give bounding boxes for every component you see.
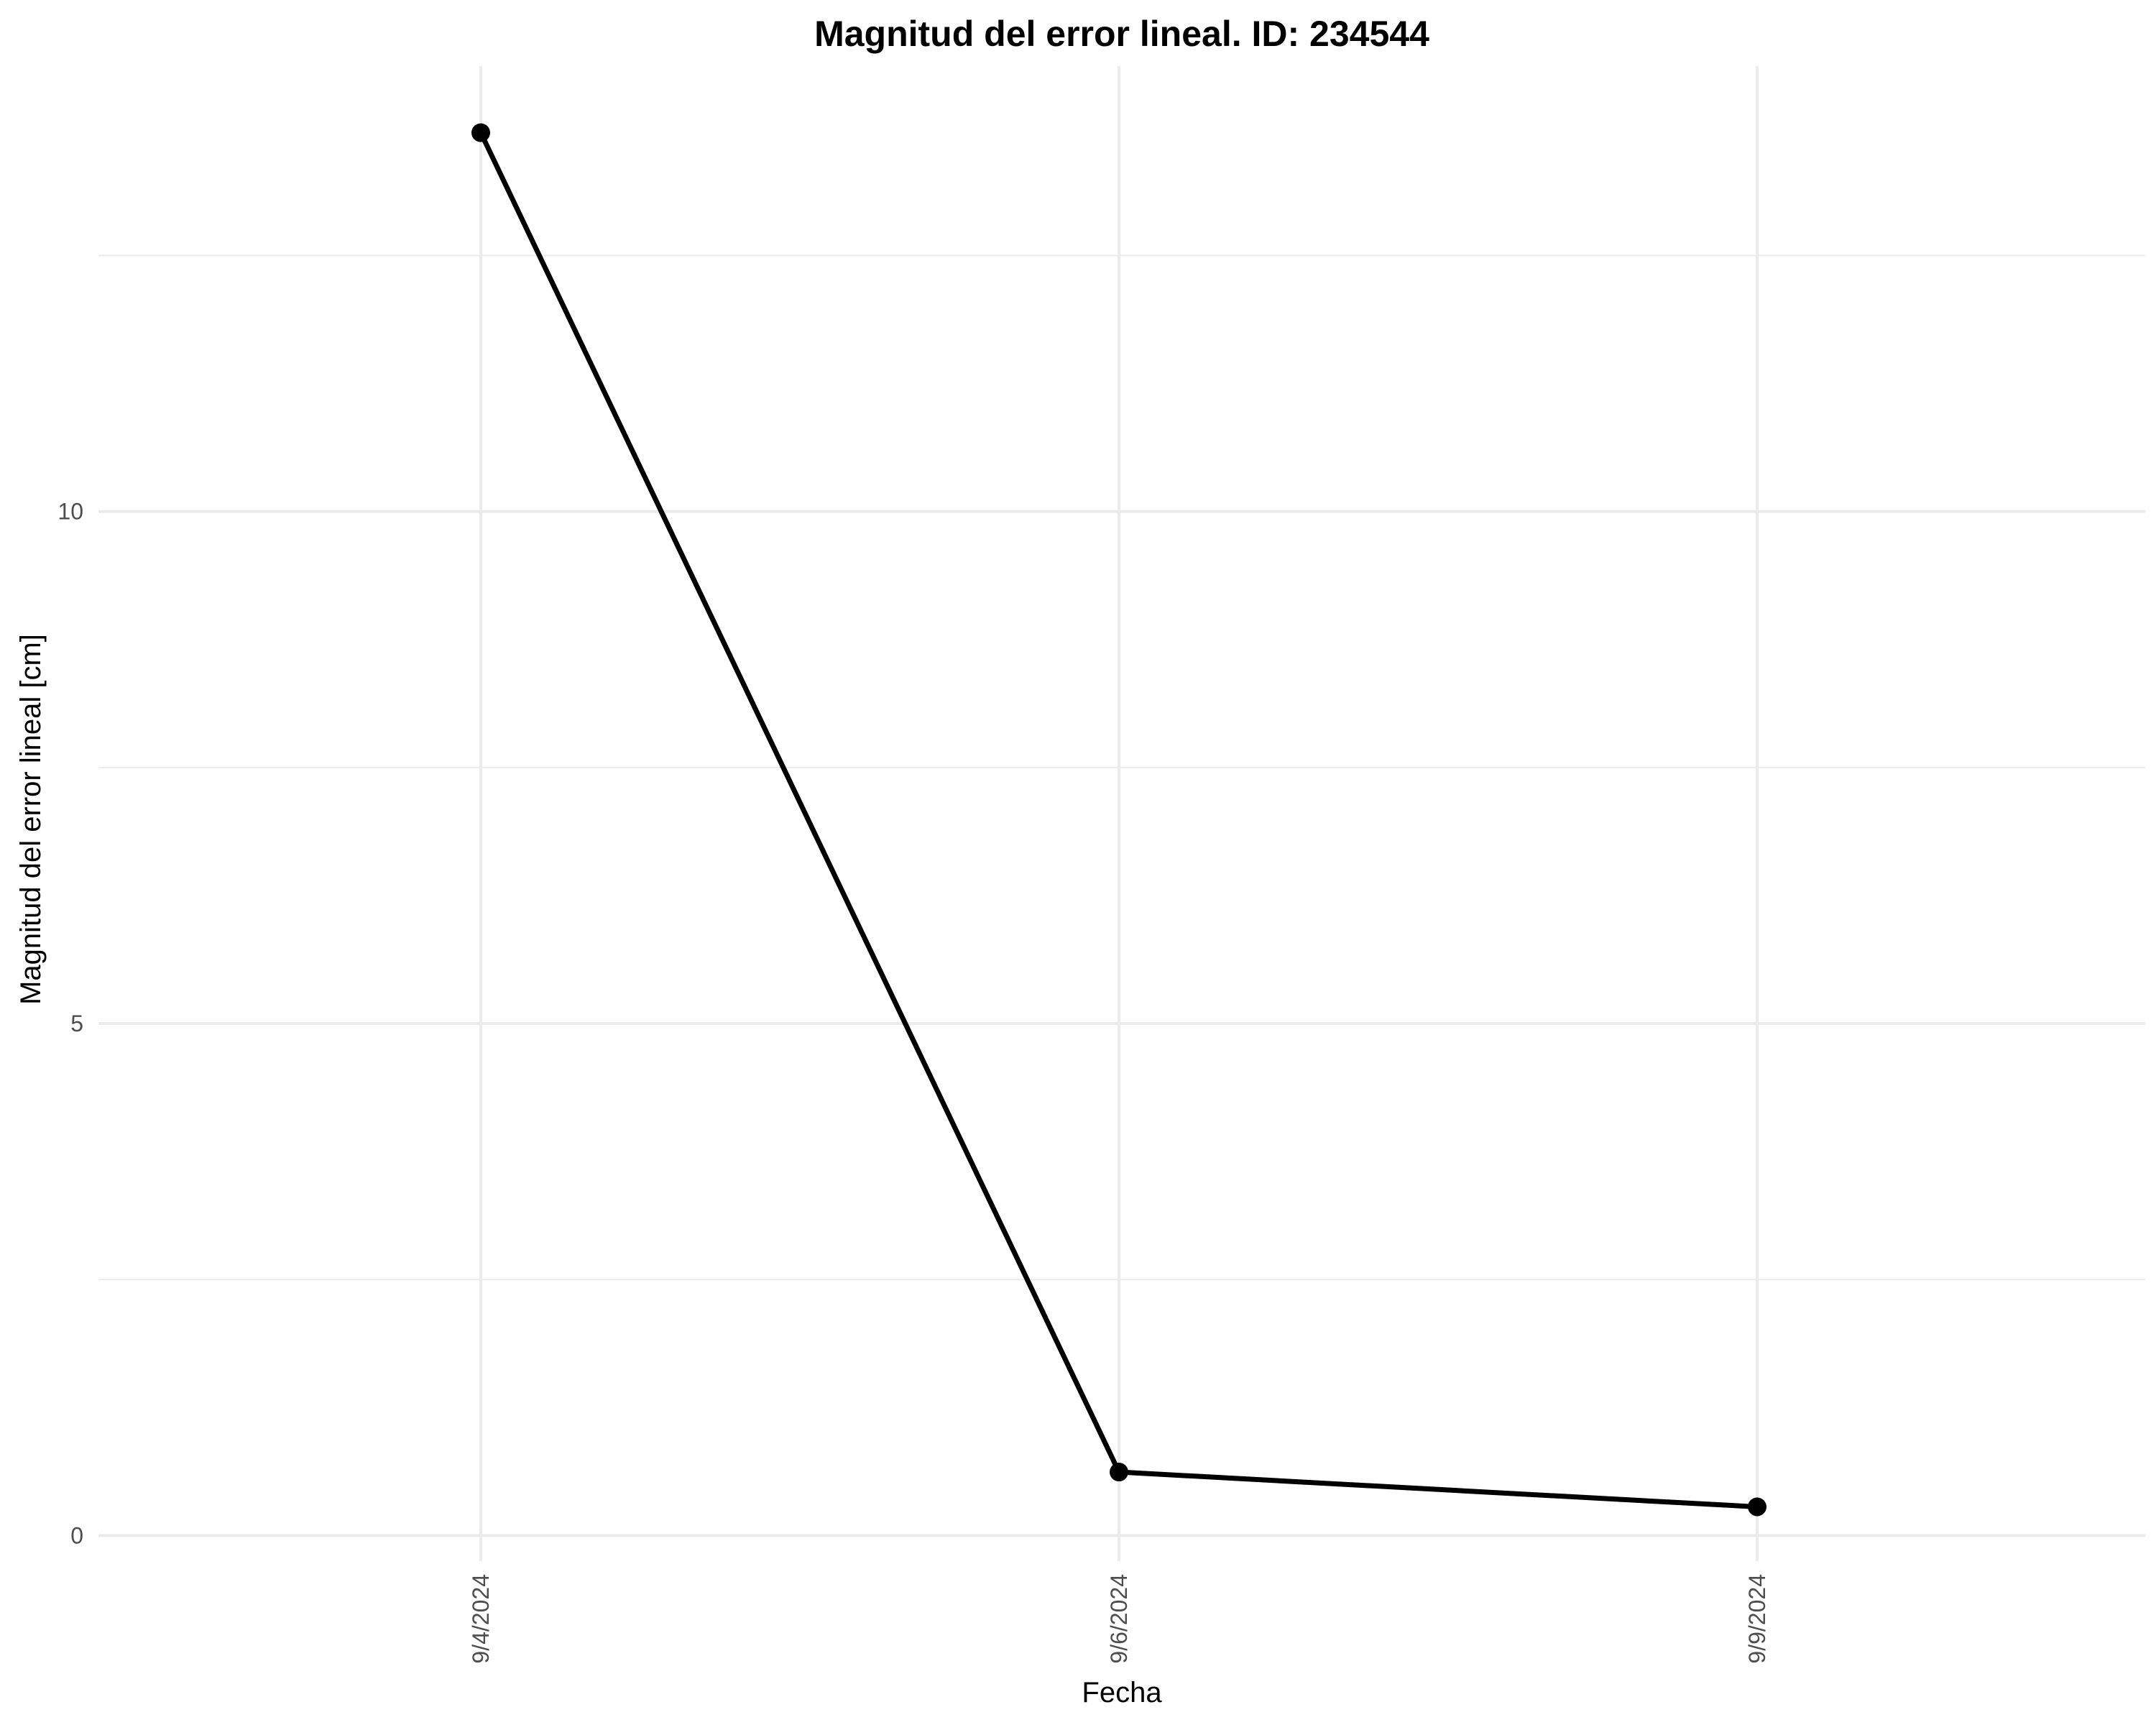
x-tick-label: 9/9/2024 (1744, 1574, 1770, 1664)
y-tick-label: 10 (57, 499, 83, 525)
data-point (1748, 1497, 1766, 1517)
chart-title: Magnitud del error lineal. ID: 234544 (814, 14, 1429, 54)
x-tick-label: 9/4/2024 (468, 1574, 494, 1664)
x-axis-ticks: 9/4/2024 9/6/2024 9/9/2024 (468, 1574, 1770, 1664)
data-point (471, 123, 490, 142)
y-axis-ticks: 0 5 10 (57, 499, 83, 1549)
grid (98, 66, 2145, 1561)
series (471, 123, 1766, 1517)
y-tick-label: 0 (70, 1522, 83, 1548)
x-axis-title: Fecha (1082, 1677, 1162, 1708)
data-point (1110, 1463, 1128, 1482)
y-tick-label: 5 (70, 1011, 83, 1036)
y-axis-title: Magnitud del error lineal [cm] (15, 634, 47, 1005)
x-tick-label: 9/6/2024 (1106, 1574, 1132, 1664)
